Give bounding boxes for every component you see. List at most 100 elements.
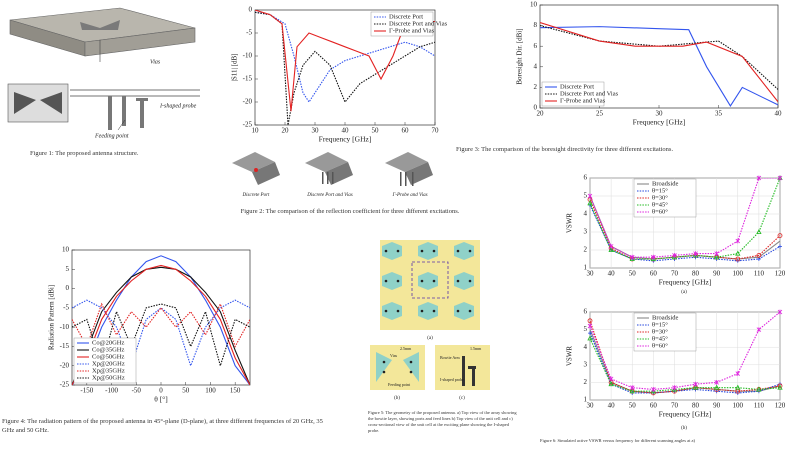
legend-label: θ=30° [652,328,668,335]
y-axis-label: Boresight Dir. [dBi] [516,28,524,84]
y-tick-label: 4 [584,343,588,351]
caption: Figure 6: Simulated active VSWR versus f… [540,438,785,444]
y-tick-label: 10 [530,1,538,9]
y-tick-label: -15 [60,342,70,350]
legend-label: θ=15° [652,321,668,328]
x-tick-label: 120 [775,402,786,410]
x-tick-label: 100 [205,387,216,395]
x-tick-label: 50 [629,402,637,410]
x-axis-label: Frequency [GHz] [659,278,712,287]
x-tick-label: 50 [629,270,637,278]
caption: Figure 2: The comparison of the reflecti… [185,208,515,217]
excitation-illustrations [232,152,433,186]
antenna-illustration [8,8,200,130]
x-tick-label: -100 [105,387,118,395]
y-axis-label: Radiation Pattern [dBi] [48,285,56,350]
y-tick-label: 0 [66,284,70,292]
x-tick-label: 35 [715,110,723,118]
x-axis-label: Frequency [GHz] [659,410,712,419]
label: (c) [459,396,465,401]
label: Discrete Port and Vias [306,193,352,198]
legend-label: Co@50GHz [92,353,124,360]
x-tick-label: 50 [182,387,190,395]
y-tick-label: -20 [60,361,70,369]
label: Feeding point [388,382,411,387]
y-tick-label: 2 [534,83,538,91]
x-tick-label: 80 [692,270,700,278]
legend-label: θ=60° [652,208,668,215]
y-tick-label: -25 [60,381,70,389]
label: Bowtie Arm [440,355,461,360]
y-tick-label: -25 [243,121,253,129]
y-tick-label: 5 [584,192,588,200]
label: (a) [427,336,433,341]
x-tick-label: 25 [596,110,604,118]
x-tick-label: 110 [754,270,765,278]
legend-label: Discrete Port [389,13,423,20]
label: (b) [681,426,687,431]
legend-label: Xp@50GHz [92,374,125,381]
legend-label: Γ-Probe and Vias [389,27,435,34]
label: Vias [150,59,161,65]
chart: 20253035400246810Frequency [GHz]Boresigh… [516,1,782,127]
label: I-shaped probe [440,377,464,382]
legend-label: Discrete Port and Vias [389,20,448,27]
chart: -150-100-500501001501050-5-10-15-20-25θ … [48,246,250,404]
x-tick-label: -50 [132,387,142,395]
y-tick-label: 3 [584,228,588,236]
x-axis-label: Frequency [GHz] [319,135,372,144]
legend-label: θ=45° [652,201,668,208]
legend-label: Xp@20GHz [92,360,125,367]
legend-label: Discrete Port [560,83,594,90]
x-tick-label: 40 [608,270,616,278]
y-tick-label: 6 [534,42,538,50]
legend-label: Co@20GHz [92,339,124,346]
array-geometry [370,240,490,390]
x-tick-label: 70 [432,127,440,135]
x-tick-label: 30 [587,270,595,278]
x-tick-label: 60 [402,127,410,135]
y-tick-label: 5 [584,325,588,333]
x-tick-label: 50 [372,127,380,135]
y-tick-label: -5 [246,29,252,37]
y-axis-label: VSWR [566,346,574,367]
x-tick-label: 20 [282,127,290,135]
x-tick-label: 110 [754,402,765,410]
y-tick-label: 6 [584,174,588,182]
y-tick-label: 0 [249,6,253,14]
y-axis-label: |S11| [dB] [231,53,239,81]
y-tick-label: 5 [66,265,70,273]
x-tick-label: 80 [692,402,700,410]
x-axis-label: Frequency [GHz] [633,118,686,127]
chart: 30405060708090100110120123456Frequency [… [566,308,786,419]
x-tick-label: 70 [671,270,679,278]
x-tick-label: 30 [656,110,664,118]
y-tick-label: -10 [243,52,253,60]
legend-label: θ=30° [652,194,668,201]
label: (a) [681,290,687,295]
x-tick-label: 100 [733,270,744,278]
label: Discrete Port [242,193,271,198]
caption: Figure 1: The proposed antenna structure… [30,150,230,159]
y-tick-label: 4 [534,62,538,70]
y-tick-label: 8 [534,21,538,29]
page: { "figure1": {"caption": "Figure 1: The … [0,0,788,450]
x-tick-label: 30 [587,402,595,410]
legend-label: Broadside [652,180,678,187]
x-tick-label: 120 [775,270,786,278]
legend-label: θ=60° [652,342,668,349]
y-tick-label: 2 [584,378,588,386]
label: I-shaped probe [159,103,197,109]
y-tick-label: 10 [62,246,70,254]
y-tick-label: 6 [584,308,588,316]
x-tick-label: 40 [342,127,350,135]
x-tick-label: 40 [608,402,616,410]
caption: Figure 3: The comparison of the boresigh… [456,146,786,155]
y-tick-label: -15 [243,75,253,83]
y-tick-label: 1 [584,396,588,404]
label: Vias [390,353,398,358]
legend-label: Γ-Probe and Vias [560,97,606,104]
y-tick-label: -5 [63,303,69,311]
x-tick-label: 60 [650,270,658,278]
